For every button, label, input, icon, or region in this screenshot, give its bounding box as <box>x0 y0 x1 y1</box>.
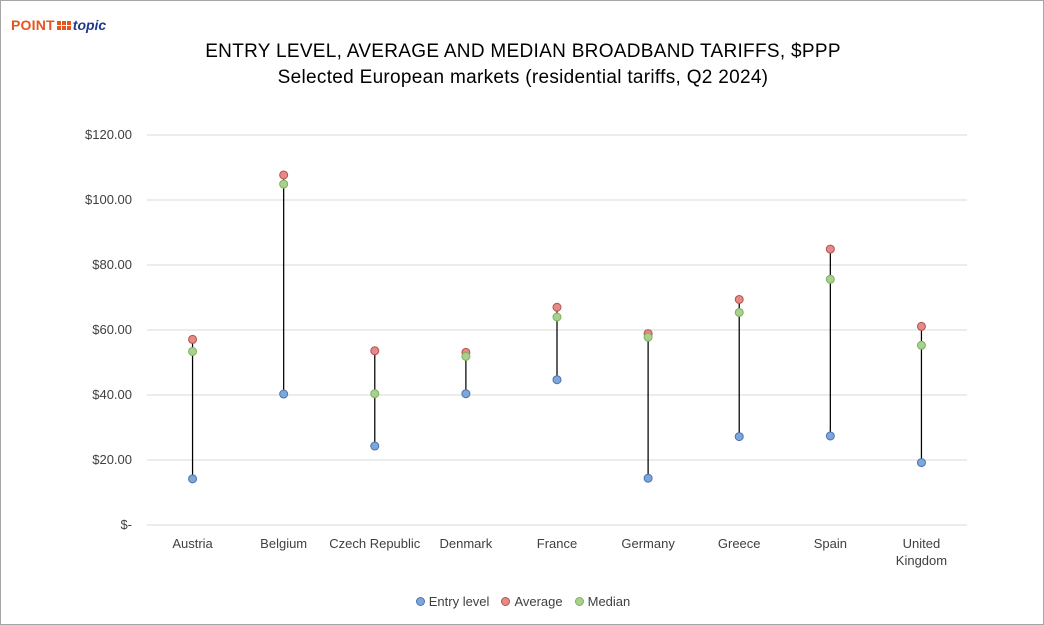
point-average <box>370 346 380 356</box>
point-median <box>188 346 198 356</box>
point-average <box>734 294 744 304</box>
y-tick-label: $- <box>120 517 132 532</box>
point-median <box>643 332 653 342</box>
chart-subtitle: Selected European markets (residential t… <box>277 67 769 88</box>
legend: Entry level Average Median <box>1 594 1044 609</box>
legend-marker-median <box>574 597 584 606</box>
point-median <box>370 389 380 399</box>
legend-label-median: Median <box>587 594 631 609</box>
x-tick-label: Greece <box>718 536 761 551</box>
x-tick-label: Belgium <box>260 536 307 551</box>
legend-label-average: Average <box>514 594 563 609</box>
point-median <box>825 274 835 284</box>
y-tick-label: $120.00 <box>85 127 132 142</box>
x-tick-label: France <box>537 536 577 551</box>
legend-entry-median: Median <box>574 594 631 609</box>
legend-label-entry-level: Entry level <box>428 594 490 609</box>
point-entry <box>734 432 744 442</box>
point-average <box>552 302 562 312</box>
y-tick-label: $60.00 <box>92 322 132 337</box>
chart-title: ENTRY LEVEL, AVERAGE AND MEDIAN BROADBAN… <box>205 41 841 62</box>
point-entry <box>643 473 653 483</box>
x-tick-label: Germany <box>621 536 675 551</box>
logo-text-point: POINT <box>11 17 55 33</box>
point-entry <box>461 389 471 399</box>
logo-text-topic: topic <box>72 17 107 33</box>
y-tick-label: $40.00 <box>92 387 132 402</box>
x-tick-label: United Kingdom <box>896 536 947 568</box>
point-median <box>916 340 926 350</box>
x-tick-label: Denmark <box>440 536 493 551</box>
point-entry <box>825 431 835 441</box>
legend-entry-average: Average <box>501 594 563 609</box>
y-tick-label: $20.00 <box>92 452 132 467</box>
point-entry <box>916 458 926 468</box>
point-entry <box>552 375 562 385</box>
y-tick-label: $100.00 <box>85 192 132 207</box>
y-tick-label: $80.00 <box>92 257 132 272</box>
point-average <box>188 334 198 344</box>
legend-entry-entry-level: Entry level <box>415 594 490 609</box>
point-median <box>461 351 471 361</box>
legend-marker-average <box>501 597 511 606</box>
point-median <box>279 179 289 189</box>
x-tick-label: Czech Republic <box>329 536 421 551</box>
point-median <box>734 307 744 317</box>
point-average <box>916 321 926 331</box>
point-entry <box>370 441 380 451</box>
point-average <box>279 170 289 180</box>
point-median <box>552 312 562 322</box>
x-tick-label: Spain <box>814 536 847 551</box>
x-tick-label: Austria <box>172 536 213 551</box>
point-topic-logo: POINT topic <box>11 15 106 35</box>
legend-marker-entry-level <box>415 597 425 606</box>
point-average <box>825 244 835 254</box>
point-entry <box>279 389 289 399</box>
logo-squares-icon <box>56 20 71 30</box>
point-entry <box>188 474 198 484</box>
